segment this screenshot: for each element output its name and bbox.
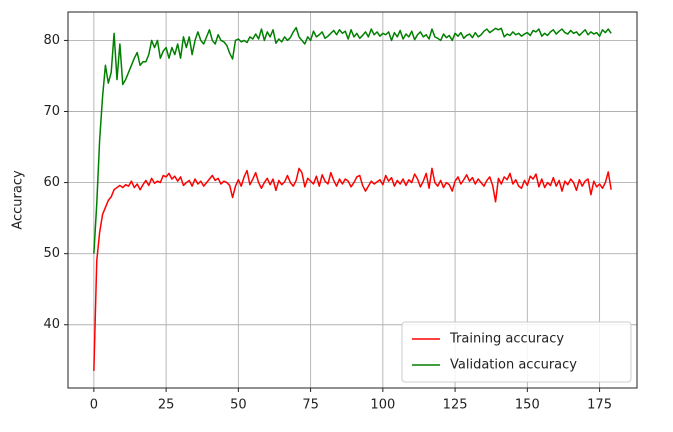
y-tick-label: 50	[43, 246, 60, 261]
y-tick-label: 80	[43, 33, 60, 48]
x-tick-label: 0	[90, 398, 98, 413]
y-tick-label: 70	[43, 104, 60, 119]
legend-box	[401, 321, 632, 383]
x-tick-label: 75	[302, 398, 319, 413]
x-tick-label: 125	[443, 398, 468, 413]
y-tick-label: 40	[43, 317, 60, 332]
x-tick-label: 100	[370, 398, 395, 413]
legend-label: Training accuracy	[449, 332, 564, 347]
data-line	[93, 167, 612, 371]
legend-label: Validation accuracy	[450, 358, 577, 373]
x-tick-label: 50	[230, 398, 247, 413]
x-tick-label: 25	[158, 398, 175, 413]
plot-frame	[67, 11, 638, 389]
y-tick-label: 60	[43, 175, 60, 190]
y-axis-label: Accuracy	[11, 170, 26, 230]
x-tick-label: 175	[587, 398, 612, 413]
legend: Training accuracy Validation accuracy	[401, 321, 632, 383]
x-tick-label: 150	[515, 398, 540, 413]
data-line	[93, 26, 612, 254]
